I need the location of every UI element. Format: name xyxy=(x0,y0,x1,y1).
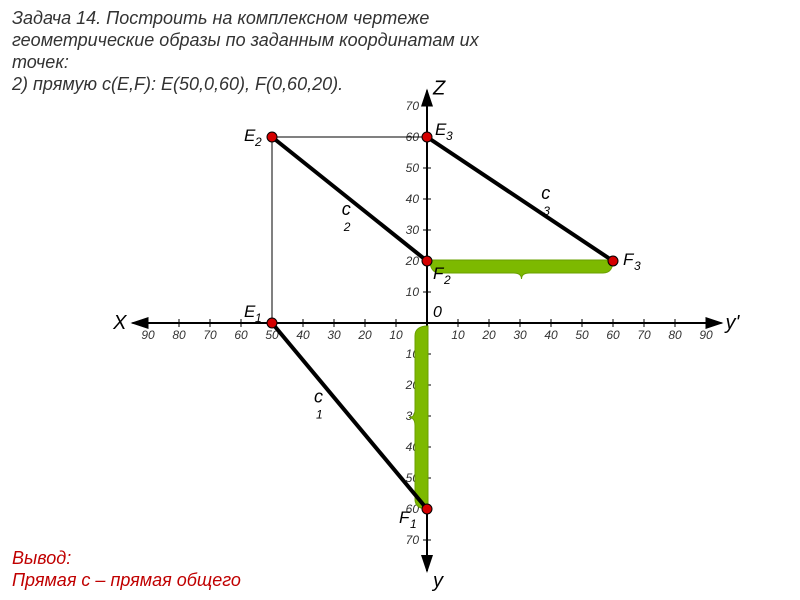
svg-text:80: 80 xyxy=(668,328,682,342)
svg-text:1: 1 xyxy=(410,517,417,531)
svg-text:c: c xyxy=(314,386,323,406)
point-F1 xyxy=(422,504,432,514)
svg-text:80: 80 xyxy=(172,328,186,342)
svg-text:70: 70 xyxy=(406,533,420,547)
svg-text:0: 0 xyxy=(433,304,442,321)
svg-text:30: 30 xyxy=(406,223,420,237)
svg-text:2: 2 xyxy=(343,220,351,234)
svg-text:c: c xyxy=(342,199,351,219)
svg-text:2: 2 xyxy=(443,273,451,287)
svg-text:40: 40 xyxy=(296,328,310,342)
svg-text:Z: Z xyxy=(432,78,446,100)
svg-text:50: 50 xyxy=(406,161,420,175)
svg-text:y': y' xyxy=(724,312,741,334)
svg-text:y: y xyxy=(431,570,444,592)
bracket-horizontal xyxy=(430,260,613,279)
svg-text:70: 70 xyxy=(203,328,217,342)
point-E3 xyxy=(422,132,432,142)
point-E1 xyxy=(267,318,277,328)
svg-text:20: 20 xyxy=(405,254,420,268)
svg-text:3: 3 xyxy=(634,259,641,273)
line-c1 xyxy=(272,323,427,509)
point-F2 xyxy=(422,256,432,266)
svg-text:60: 60 xyxy=(606,328,620,342)
svg-text:50: 50 xyxy=(575,328,589,342)
point-E2 xyxy=(267,132,277,142)
svg-text:10: 10 xyxy=(406,285,420,299)
svg-text:10: 10 xyxy=(451,328,465,342)
svg-text:40: 40 xyxy=(544,328,558,342)
svg-text:10: 10 xyxy=(389,328,403,342)
svg-text:20: 20 xyxy=(357,328,372,342)
epure-diagram: Xy' Zy 0 10 20 30 40 50 60 70 80 90 10 20 30 40 50 60 70 80… xyxy=(0,0,800,600)
svg-text:60: 60 xyxy=(234,328,248,342)
svg-text:20: 20 xyxy=(481,328,496,342)
svg-text:40: 40 xyxy=(406,192,420,206)
svg-text:90: 90 xyxy=(141,328,155,342)
line-c3 xyxy=(427,137,613,261)
svg-text:3: 3 xyxy=(543,204,550,218)
svg-text:3: 3 xyxy=(446,129,453,143)
svg-text:c: c xyxy=(541,183,550,203)
svg-text:90: 90 xyxy=(699,328,713,342)
svg-text:30: 30 xyxy=(513,328,527,342)
point-F3 xyxy=(608,256,618,266)
svg-text:1: 1 xyxy=(255,311,262,325)
svg-text:1: 1 xyxy=(316,407,323,421)
svg-text:70: 70 xyxy=(406,99,420,113)
svg-text:2: 2 xyxy=(254,135,262,149)
svg-text:30: 30 xyxy=(327,328,341,342)
svg-text:70: 70 xyxy=(637,328,651,342)
svg-text:X: X xyxy=(112,312,127,334)
